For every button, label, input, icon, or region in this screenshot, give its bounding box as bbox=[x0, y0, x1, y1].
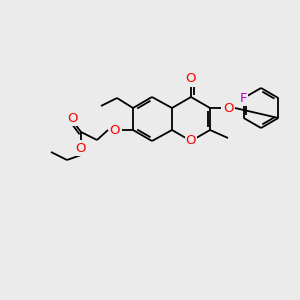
Text: O: O bbox=[223, 101, 233, 115]
Text: O: O bbox=[186, 73, 196, 85]
Text: O: O bbox=[110, 124, 120, 136]
Text: F: F bbox=[240, 92, 247, 104]
Text: O: O bbox=[76, 142, 86, 154]
Text: O: O bbox=[68, 112, 78, 124]
Text: O: O bbox=[186, 134, 196, 148]
